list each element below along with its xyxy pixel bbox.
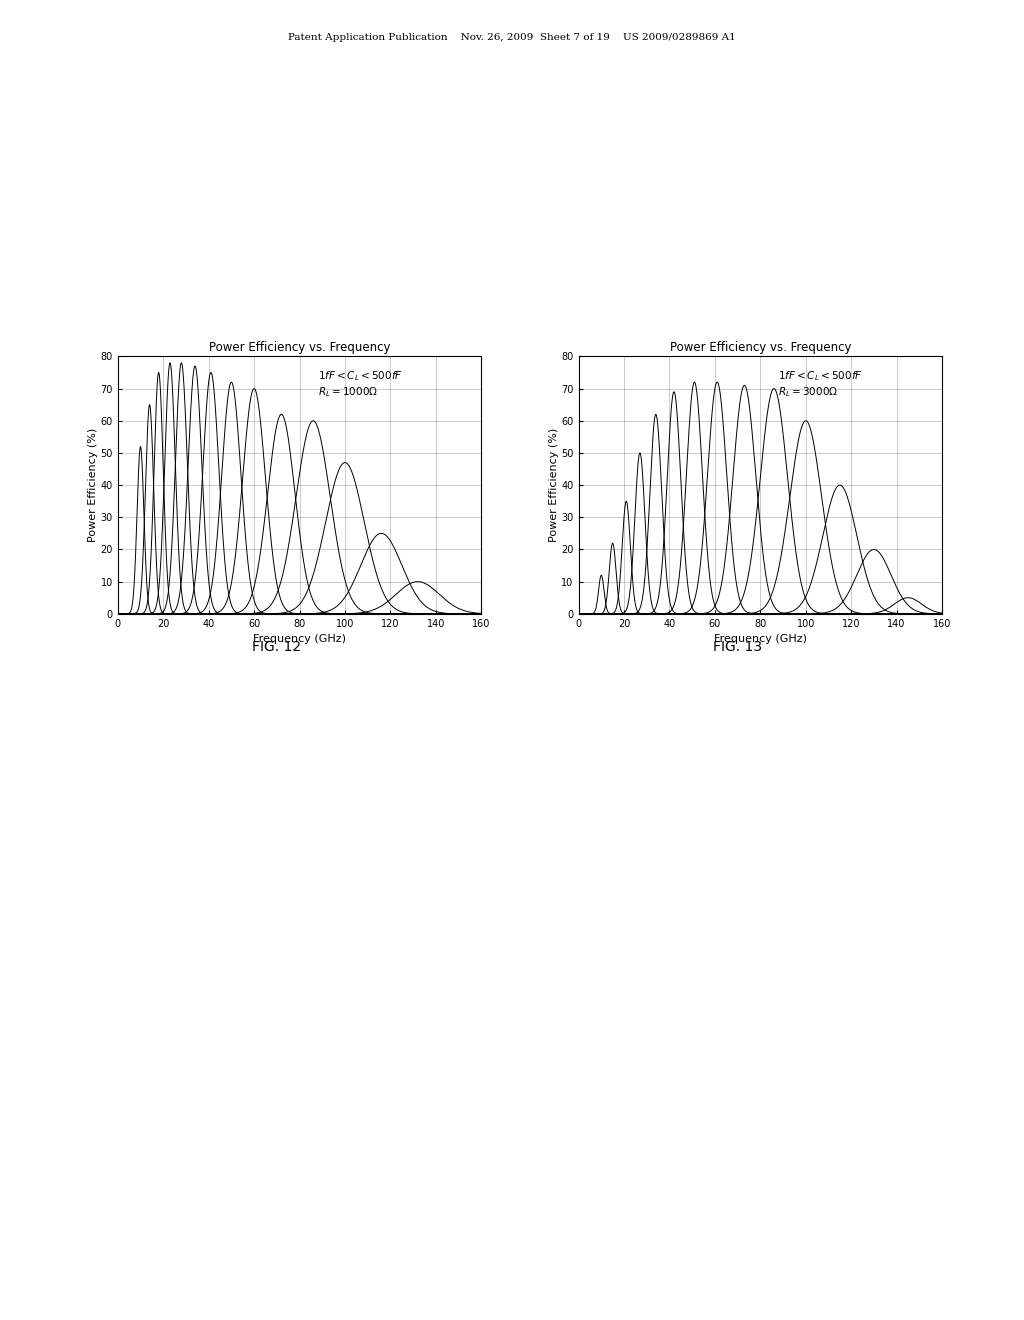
Y-axis label: Power Efficiency (%): Power Efficiency (%) <box>549 428 558 543</box>
Text: FIG. 12: FIG. 12 <box>252 640 301 655</box>
X-axis label: Frequency (GHz): Frequency (GHz) <box>714 634 807 644</box>
Text: FIG. 13: FIG. 13 <box>713 640 762 655</box>
X-axis label: Frequency (GHz): Frequency (GHz) <box>253 634 346 644</box>
Y-axis label: Power Efficiency (%): Power Efficiency (%) <box>88 428 97 543</box>
Text: Patent Application Publication    Nov. 26, 2009  Sheet 7 of 19    US 2009/028986: Patent Application Publication Nov. 26, … <box>288 33 736 42</box>
Title: Power Efficiency vs. Frequency: Power Efficiency vs. Frequency <box>209 341 390 354</box>
Text: $1fF<C_L<500fF$
$R_L=3000\Omega$: $1fF<C_L<500fF$ $R_L=3000\Omega$ <box>778 370 863 399</box>
Text: $1fF<C_L<500fF$
$R_L=1000\Omega$: $1fF<C_L<500fF$ $R_L=1000\Omega$ <box>317 370 402 399</box>
Title: Power Efficiency vs. Frequency: Power Efficiency vs. Frequency <box>670 341 851 354</box>
